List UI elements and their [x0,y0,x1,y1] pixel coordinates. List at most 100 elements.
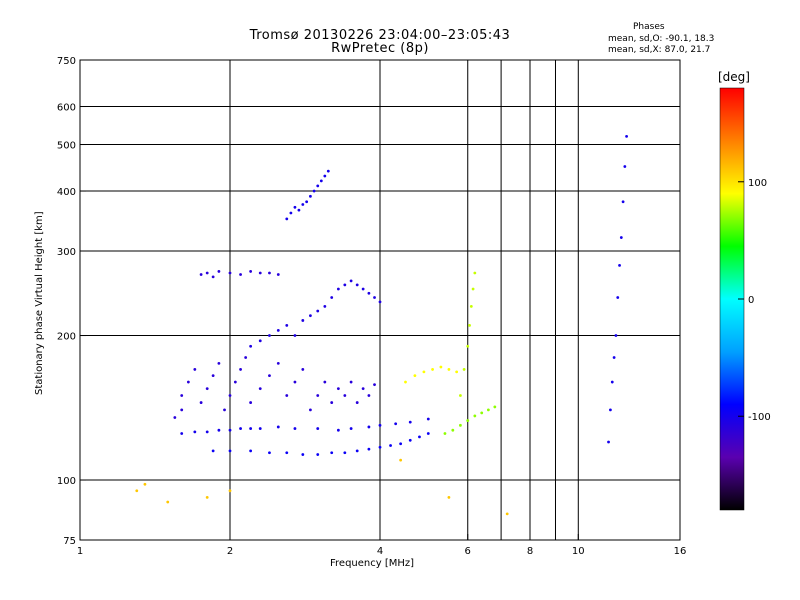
y-tick-label: 750 [57,56,76,67]
data-point [233,380,237,384]
data-point [468,323,471,327]
y-tick-label: 75 [63,536,76,547]
y-tick-label: 300 [57,247,76,258]
data-point [618,263,621,267]
x-tick-label: 8 [527,546,533,557]
data-point [349,380,353,384]
data-point [447,496,451,499]
data-point [180,432,184,435]
data-point [268,451,271,455]
data-point [493,405,497,409]
data-point [426,432,430,435]
x-tick-label: 4 [377,546,383,557]
y-tick-label: 400 [57,187,76,198]
data-point [330,451,334,455]
data-point [621,200,625,204]
x-tick-label: 16 [674,546,687,557]
x-tick-label: 1 [77,546,83,557]
data-point [301,453,305,456]
data-point [316,309,320,313]
data-point [244,356,248,359]
data-point [609,408,612,412]
colorbar-tick-label: -100 [748,412,771,423]
data-point [205,430,209,434]
data-point [612,356,616,359]
data-point [285,394,289,397]
data-point [305,200,309,204]
data-point [466,419,470,422]
data-point [228,449,232,453]
data-point [431,368,434,371]
x-tick-label: 2 [227,546,233,557]
data-point [471,287,475,291]
data-point [205,387,209,391]
data-point [258,387,262,391]
data-point [193,430,197,434]
data-point [343,451,347,455]
data-point [285,323,289,327]
data-point [301,368,305,371]
data-point [289,211,293,215]
data-point [361,387,365,391]
data-point [378,300,382,304]
data-point [451,428,455,432]
data-point [258,339,262,343]
data-point [343,283,347,287]
data-point [367,447,371,451]
data-point [367,394,371,397]
data-point [276,328,280,332]
data-point [228,271,232,275]
data-point [619,236,623,239]
data-point [301,203,305,206]
data-point [258,427,262,430]
data-point [486,408,490,412]
data-point [276,425,280,429]
phases-x-stats: mean, sd,X: 87.0, 21.7 [608,45,711,55]
data-point [135,489,139,493]
data-point [276,361,280,365]
data-point [199,273,203,276]
data-point [330,401,334,404]
data-point [268,271,271,275]
data-point [418,435,421,439]
x-tick-label: 6 [465,546,471,557]
y-tick-label: 100 [57,476,76,487]
data-point [285,217,289,221]
data-point [408,420,412,424]
data-point [316,394,320,397]
data-point [293,380,297,384]
data-point [443,432,447,435]
data-point [355,283,359,287]
colorbar-label: [deg] [718,70,750,84]
data-point [614,334,618,337]
y-tick-label: 600 [57,103,76,114]
data-point [239,427,242,430]
data-point [349,279,353,283]
data-point [211,449,215,453]
y-axis-ticks: 75 100 200 300 400 500 600 750 [57,56,86,547]
x-tick-label: 10 [572,546,585,557]
x-axis-ticks: 1 2 4 6 8 10 16 [77,534,687,557]
data-point [323,305,327,308]
data-point [268,334,271,337]
data-point [293,334,297,337]
data-point [186,380,190,384]
data-point [378,423,382,427]
data-point [426,417,430,421]
data-point [455,370,459,374]
data-point [408,438,412,442]
data-point [447,368,451,371]
data-point [473,271,477,275]
colorbar-ticks: -100 0 100 [738,178,771,423]
data-point [276,273,280,276]
x-axis-label: Frequency [MHz] [330,558,415,569]
data-point [625,134,628,138]
data-point [193,368,197,371]
data-point [249,344,253,348]
data-point [404,380,407,384]
grid-lines [80,60,680,540]
data-point [249,449,253,453]
data-point [373,296,376,299]
data-point [285,451,289,455]
